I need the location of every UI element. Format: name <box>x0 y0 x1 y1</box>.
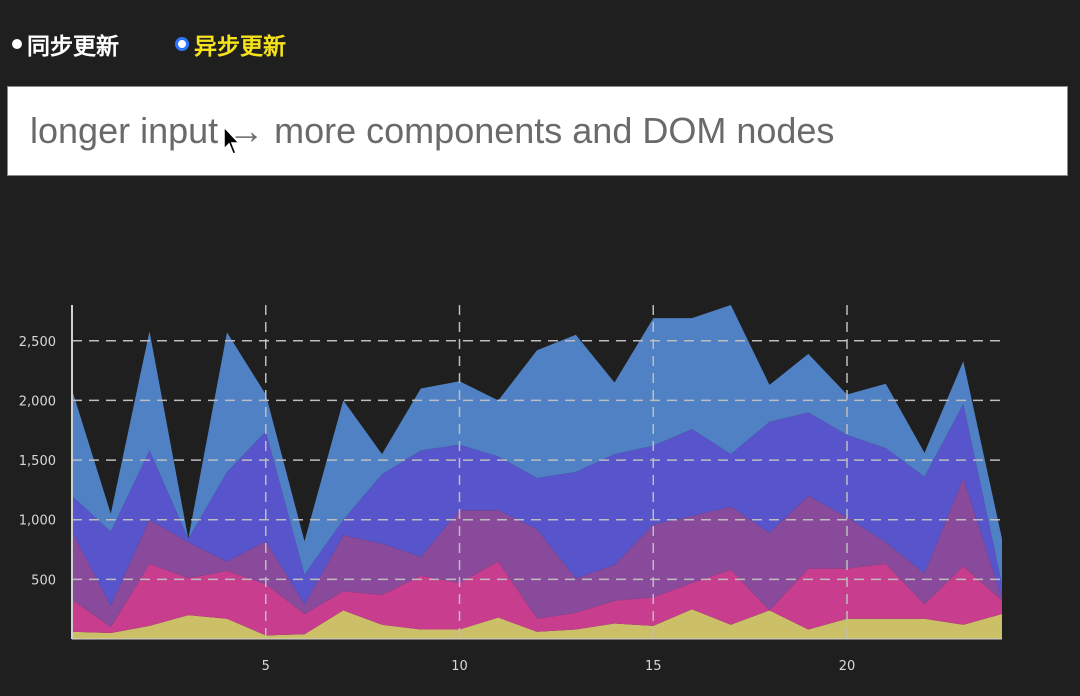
area-series-1 <box>72 609 1002 639</box>
y-tick-label: 500 <box>31 573 56 588</box>
mouse-pointer-icon <box>223 126 241 155</box>
radio-checked-icon <box>175 37 189 51</box>
y-tick-label: 1,000 <box>19 514 56 529</box>
async-update-radio[interactable]: 异步更新 <box>175 27 286 61</box>
update-mode-radio-group: 同步更新 异步更新 <box>12 26 286 62</box>
area-series-5 <box>72 305 1002 585</box>
area-series-2 <box>72 561 1002 636</box>
radio-unchecked-icon <box>12 39 22 49</box>
sync-update-label: 同步更新 <box>27 34 119 60</box>
x-tick-label: 15 <box>645 659 662 674</box>
x-tick-label: 5 <box>262 659 270 674</box>
area-series-4 <box>72 404 1002 606</box>
area-series-3 <box>72 478 1002 628</box>
y-tick-label: 2,500 <box>19 335 56 350</box>
text-input[interactable] <box>7 86 1068 176</box>
sync-update-radio[interactable]: 同步更新 <box>12 27 119 61</box>
x-tick-label: 10 <box>451 659 468 674</box>
y-tick-label: 1,500 <box>19 454 56 469</box>
y-tick-label: 2,000 <box>19 394 56 409</box>
x-tick-label: 20 <box>839 659 856 674</box>
async-update-label: 异步更新 <box>194 34 286 60</box>
